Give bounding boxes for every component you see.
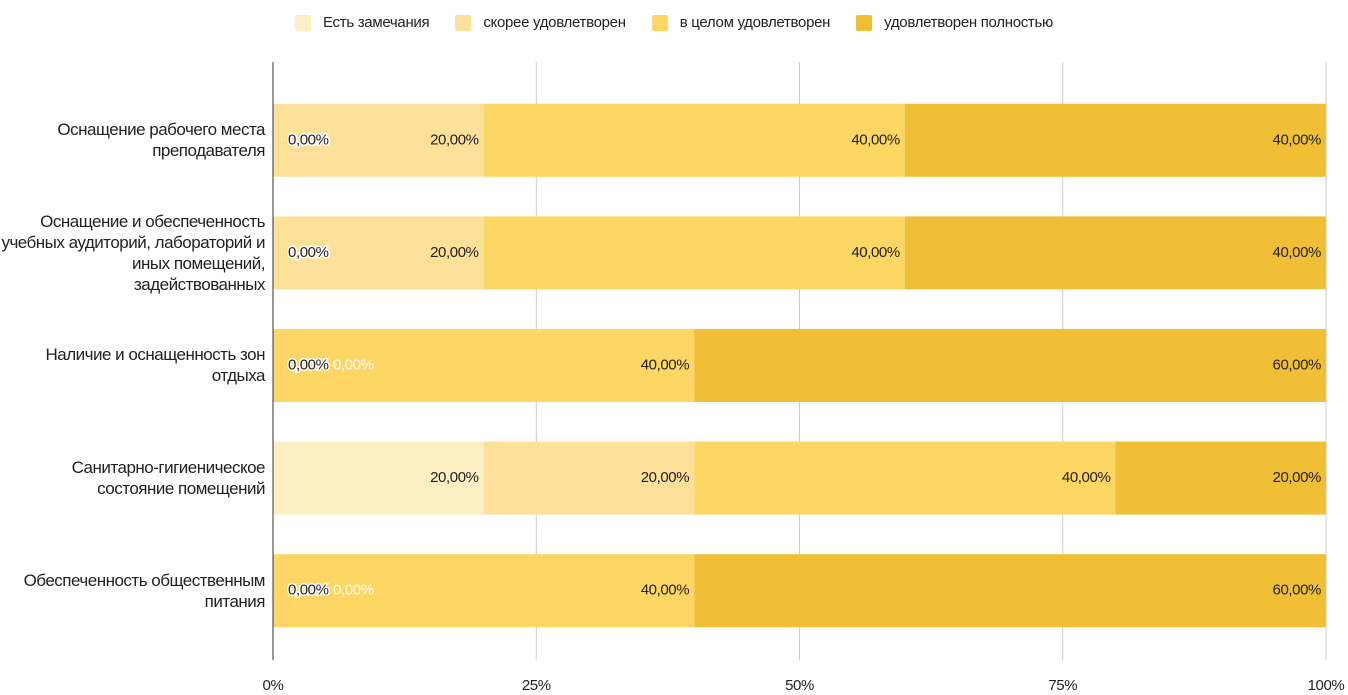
category-label: Обеспеченность общественным питания [23,570,266,611]
bar-segment [273,554,695,628]
value-label: 40,00% [1273,244,1322,261]
value-label: 0,00% [333,356,374,373]
bar-segment [694,554,1326,628]
legend-swatch [651,14,668,31]
legend-swatch [856,14,873,31]
bar-segment [483,216,905,290]
value-label: 40,00% [1273,131,1322,148]
value-label: 40,00% [641,582,690,599]
value-label: 20,00% [641,469,690,486]
category-label: Санитарно-гигиеническое состояние помеще… [71,458,266,499]
legend-label: Есть замечания [323,14,430,31]
bar-segment [904,103,1326,177]
x-tick-label: 50% [785,677,814,694]
legend-label: удовлетворен полностью [884,14,1053,31]
value-label: 20,00% [430,244,479,261]
category-label: Оснащение и обеспеченность учебных аудит… [1,211,265,294]
legend-item: удовлетворен полностью [856,14,1053,31]
bar-segment [483,103,905,177]
value-label: 40,00% [851,131,900,148]
legend: Есть замечания скорее удовлетворен в целом… [0,14,1348,31]
value-label: 0,00% [288,244,329,261]
legend-item: Есть замечания [295,14,430,31]
value-label: 40,00% [1062,469,1111,486]
legend-swatch [295,14,312,31]
value-label: 60,00% [1273,356,1322,373]
bar-segment [273,329,695,402]
value-label: 20,00% [430,131,479,148]
value-label: 0,00% [288,582,329,599]
bar-segment [273,103,484,177]
bar-segment [1115,441,1326,515]
bar-segment [273,441,484,515]
bar-segment [273,216,484,290]
value-label: 0,00% [333,582,374,599]
value-label: 0,00% [288,131,329,148]
x-tick-label: 0% [263,677,284,694]
bar-segment [694,329,1326,402]
legend-swatch [455,14,472,31]
legend-item: в целом удовлетворен [651,14,831,31]
value-label: 60,00% [1273,582,1322,599]
value-label: 40,00% [641,356,690,373]
value-label: 0,00% [288,356,329,373]
value-label: 20,00% [430,469,479,486]
legend-item: скорее удовлетворен [455,14,626,31]
bar-segment [904,216,1326,290]
category-label: Наличие и оснащенность зон отдыха [45,345,266,386]
value-label: 20,00% [1273,469,1322,486]
x-tick-label: 100% [1308,677,1345,694]
legend-label: скорее удовлетворен [483,14,626,31]
legend-label: в целом удовлетворен [679,14,831,31]
x-tick-label: 75% [1048,677,1077,694]
bar-segment [694,441,1116,515]
category-label: Оснащение рабочего места преподавателя [57,120,265,161]
bar-segment [483,441,695,515]
value-label: 40,00% [851,244,900,261]
x-tick-label: 25% [522,677,551,694]
